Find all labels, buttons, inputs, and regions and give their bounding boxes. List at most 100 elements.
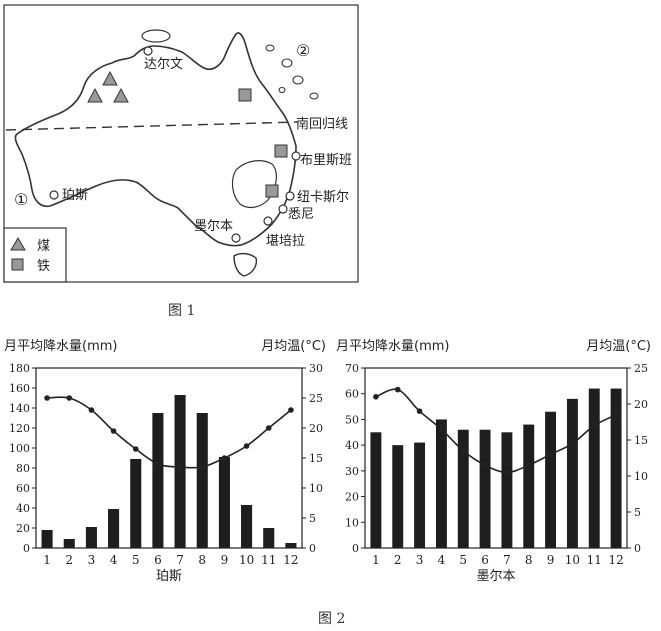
temperature-point [155, 461, 161, 467]
precip-bar [108, 509, 120, 548]
right-tick-label: 15 [634, 434, 648, 447]
precip-bar [610, 388, 622, 548]
precip-bar [457, 429, 469, 548]
temperature-point [265, 425, 272, 431]
precip-bar [479, 429, 491, 548]
right-tick-label: 5 [634, 506, 641, 519]
coal-legend-label: 煤 [37, 239, 50, 254]
highland-outline [231, 160, 277, 209]
temperature-point [482, 462, 488, 468]
island [265, 44, 275, 52]
island [292, 75, 304, 85]
region-2-label: ② [296, 41, 310, 60]
precip-bar [392, 445, 404, 548]
temperature-point [199, 464, 206, 470]
island [141, 29, 171, 43]
month-tick-label: 3 [88, 553, 96, 567]
temperature-point [44, 395, 50, 401]
month-tick-label: 8 [525, 553, 533, 567]
precip-bar [370, 432, 382, 548]
temperature-point [66, 395, 73, 401]
temperature-line [47, 396, 292, 469]
map-legend: 煤 铁 [3, 227, 67, 283]
precip-bar [523, 424, 535, 548]
precip-bar [152, 413, 164, 548]
iron-legend-icon [11, 258, 24, 271]
left-tick-label: 10 [345, 516, 359, 529]
left-tick-label: 20 [345, 491, 359, 504]
perth-label: 珀斯 [62, 188, 88, 203]
month-tick-label: 4 [438, 553, 446, 567]
tropic-label: 南回归线 [296, 116, 348, 132]
melbourne-climate-chart: 月平均降水量(mm) 月均温(°C)01020304050607005101520… [336, 339, 651, 584]
month-tick-label: 9 [221, 553, 229, 567]
temperature-point [569, 440, 576, 447]
temperature-point [416, 408, 423, 414]
newcastle-label: 纽卡斯尔 [297, 190, 349, 205]
month-tick-label: 1 [372, 553, 380, 567]
australia-map: 达尔文 ② 南回归线 布里斯班 ① 珀斯 纽卡斯尔 悉尼 墨尔本 堪培拉 煤 铁 [3, 4, 359, 283]
left-tick-label: 120 [9, 422, 30, 435]
month-tick-label: 7 [176, 553, 184, 567]
left-tick-label: 140 [9, 402, 30, 415]
right-tick-label: 20 [634, 398, 648, 411]
precip-bar [435, 419, 447, 548]
right-tick-label: 15 [309, 452, 323, 465]
figure-2-caption: 图 2 [318, 611, 346, 627]
brisbane-label: 布里斯班 [300, 153, 352, 168]
left-tick-label: 100 [9, 442, 30, 455]
temperature-point [460, 448, 467, 454]
right-tick-label: 10 [634, 470, 648, 483]
left-tick-label: 180 [9, 362, 30, 375]
month-tick-label: 2 [394, 553, 402, 567]
perth-climate-chart: 月平均降水量(mm) 月均温(°C)02040608010012014016018… [4, 339, 326, 584]
legend-box [3, 227, 67, 283]
left-tick-label: 20 [16, 522, 30, 535]
left-tick-label: 40 [16, 502, 30, 515]
month-tick-label: 7 [503, 553, 511, 567]
temperature-point [613, 412, 619, 418]
iron-marker [265, 184, 279, 198]
region-1-label: ① [14, 190, 28, 209]
temperature-point [110, 428, 117, 434]
temperature-point [243, 443, 250, 449]
sydney-label: 悉尼 [288, 207, 314, 222]
left-tick-label: 70 [345, 362, 359, 375]
right-tick-label: 30 [309, 362, 323, 375]
sydney-dot [278, 204, 288, 214]
left-tick-label: 80 [16, 462, 30, 475]
precip-bar [588, 388, 600, 548]
coal-marker [87, 87, 103, 103]
precip-bar [196, 413, 208, 548]
coal-legend-icon [10, 237, 26, 251]
month-tick-label: 1 [43, 553, 51, 567]
iron-legend-label: 铁 [37, 259, 50, 274]
precip-bar [566, 398, 578, 548]
right-tick-label: 25 [634, 362, 648, 375]
precip-bar [285, 543, 297, 548]
perth-dot [49, 190, 59, 200]
month-tick-label: 12 [608, 553, 623, 567]
temperature-point [88, 407, 95, 413]
city-label: 珀斯 [156, 569, 182, 584]
left-tick-label: 30 [345, 465, 359, 478]
iron-marker [274, 144, 288, 158]
temperature-point [547, 451, 554, 458]
precip-bar [545, 411, 557, 548]
temperature-point [394, 386, 401, 393]
canberra-label: 堪培拉 [266, 233, 305, 249]
canberra-dot [263, 216, 273, 226]
temperature-point [373, 394, 379, 400]
island [278, 86, 286, 94]
left-tick-label: 0 [23, 542, 30, 555]
right-tick-label: 0 [309, 542, 316, 555]
precip-bar [63, 539, 75, 548]
temperature-point [525, 462, 532, 468]
right-axis-title: 月均温(°C) [586, 339, 651, 354]
left-tick-label: 50 [345, 413, 359, 426]
figure-1-caption: 图 1 [168, 303, 196, 319]
precip-bar [263, 528, 275, 548]
left-tick-label: 60 [345, 388, 359, 401]
month-tick-label: 6 [154, 553, 162, 567]
temperature-point [288, 407, 294, 413]
